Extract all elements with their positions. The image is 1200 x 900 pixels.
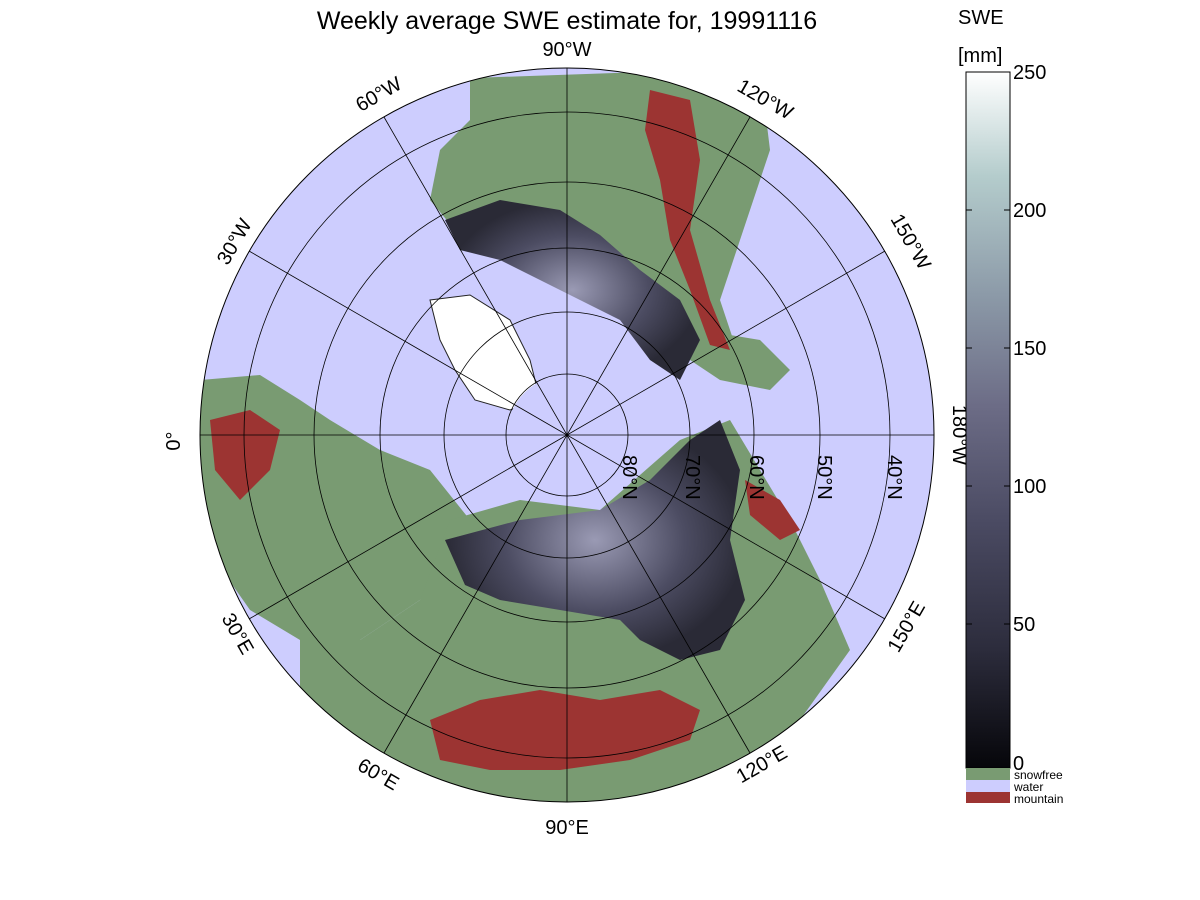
snow-field-north-america [445,200,700,380]
lat-label-80n: 80°N [618,455,640,500]
lon-label-60e: 60°E [354,754,403,795]
legend-swatch-water [966,780,1010,792]
mountain-central-asia [430,690,700,770]
lat-label-60n: 60°N [745,455,767,500]
polar-map [199,67,935,803]
snow-field-eurasia [445,420,745,660]
legend-label-water: water [1013,780,1043,794]
lon-label-180w: 180°W [948,405,970,465]
legend-label-mountain: mountain [1014,792,1063,806]
colorbar-label-swe: SWE [958,7,1004,29]
mountain-east-siberia [745,480,800,540]
meridian-150w-30e [248,250,886,620]
colorbar-label-unit: [mm] [958,45,1002,67]
legend-label-snowfree: snowfree [1014,768,1063,782]
category-legend: snowfree water mountain [966,768,1063,806]
colorbar-tick-50: 50 [1013,614,1035,636]
colorbar-gradient [965,71,1011,769]
meridians [200,68,934,802]
lat-label-70n: 70°N [681,455,703,500]
colorbar-tick-100: 100 [1013,476,1046,498]
colorbar-tick-150: 150 [1013,338,1046,360]
map-title: Weekly average SWE estimate for, 1999111… [317,7,817,35]
colorbar-ticks: 250 200 150 100 50 0 [1013,62,1046,775]
lon-label-150w: 150°W [886,210,935,273]
colorbar-tick-marks [966,71,1010,625]
latitude-labels: 80°N 70°N 60°N 50°N 40°N [618,455,905,500]
lon-label-90e: 90°E [545,817,589,839]
legend-swatch-snowfree [966,768,1010,780]
lat-label-50n: 50°N [813,455,835,500]
lon-label-0: 0° [163,431,185,450]
lat-label-40n: 40°N [883,455,905,500]
colorbar-tick-250: 250 [1013,62,1046,84]
lon-label-90w: 90°W [542,39,591,61]
map-border [199,67,935,803]
colorbar-tick-0: 0 [1013,753,1024,775]
mountain-rockies [645,90,730,350]
colorbar-tick-200: 200 [1013,200,1046,222]
legend-swatch-mountain [966,792,1010,803]
colorbar: SWE [mm] 250 200 150 100 50 0 [958,7,1063,806]
